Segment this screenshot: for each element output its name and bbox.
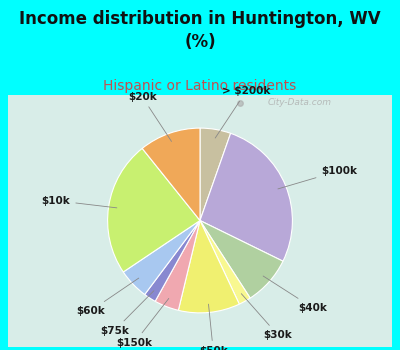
Text: $40k: $40k: [263, 276, 327, 313]
Text: $30k: $30k: [241, 294, 292, 340]
Text: $20k: $20k: [128, 92, 172, 141]
Wedge shape: [178, 220, 239, 313]
Text: $60k: $60k: [76, 278, 139, 316]
Wedge shape: [108, 148, 200, 272]
Wedge shape: [200, 220, 250, 304]
Text: > $200k: > $200k: [215, 86, 270, 138]
Text: $100k: $100k: [278, 166, 358, 189]
Wedge shape: [155, 220, 200, 310]
Text: Income distribution in Huntington, WV
(%): Income distribution in Huntington, WV (%…: [19, 10, 381, 51]
Wedge shape: [142, 128, 200, 220]
Text: $10k: $10k: [42, 196, 117, 208]
Text: $150k: $150k: [116, 299, 169, 348]
Text: Hispanic or Latino residents: Hispanic or Latino residents: [103, 79, 297, 93]
Text: $50k: $50k: [199, 304, 228, 350]
Wedge shape: [200, 128, 231, 220]
Wedge shape: [123, 220, 200, 294]
Wedge shape: [200, 220, 283, 298]
Text: $75k: $75k: [100, 291, 154, 336]
Text: City-Data.com: City-Data.com: [268, 98, 332, 107]
Wedge shape: [145, 220, 200, 301]
Wedge shape: [200, 133, 292, 261]
